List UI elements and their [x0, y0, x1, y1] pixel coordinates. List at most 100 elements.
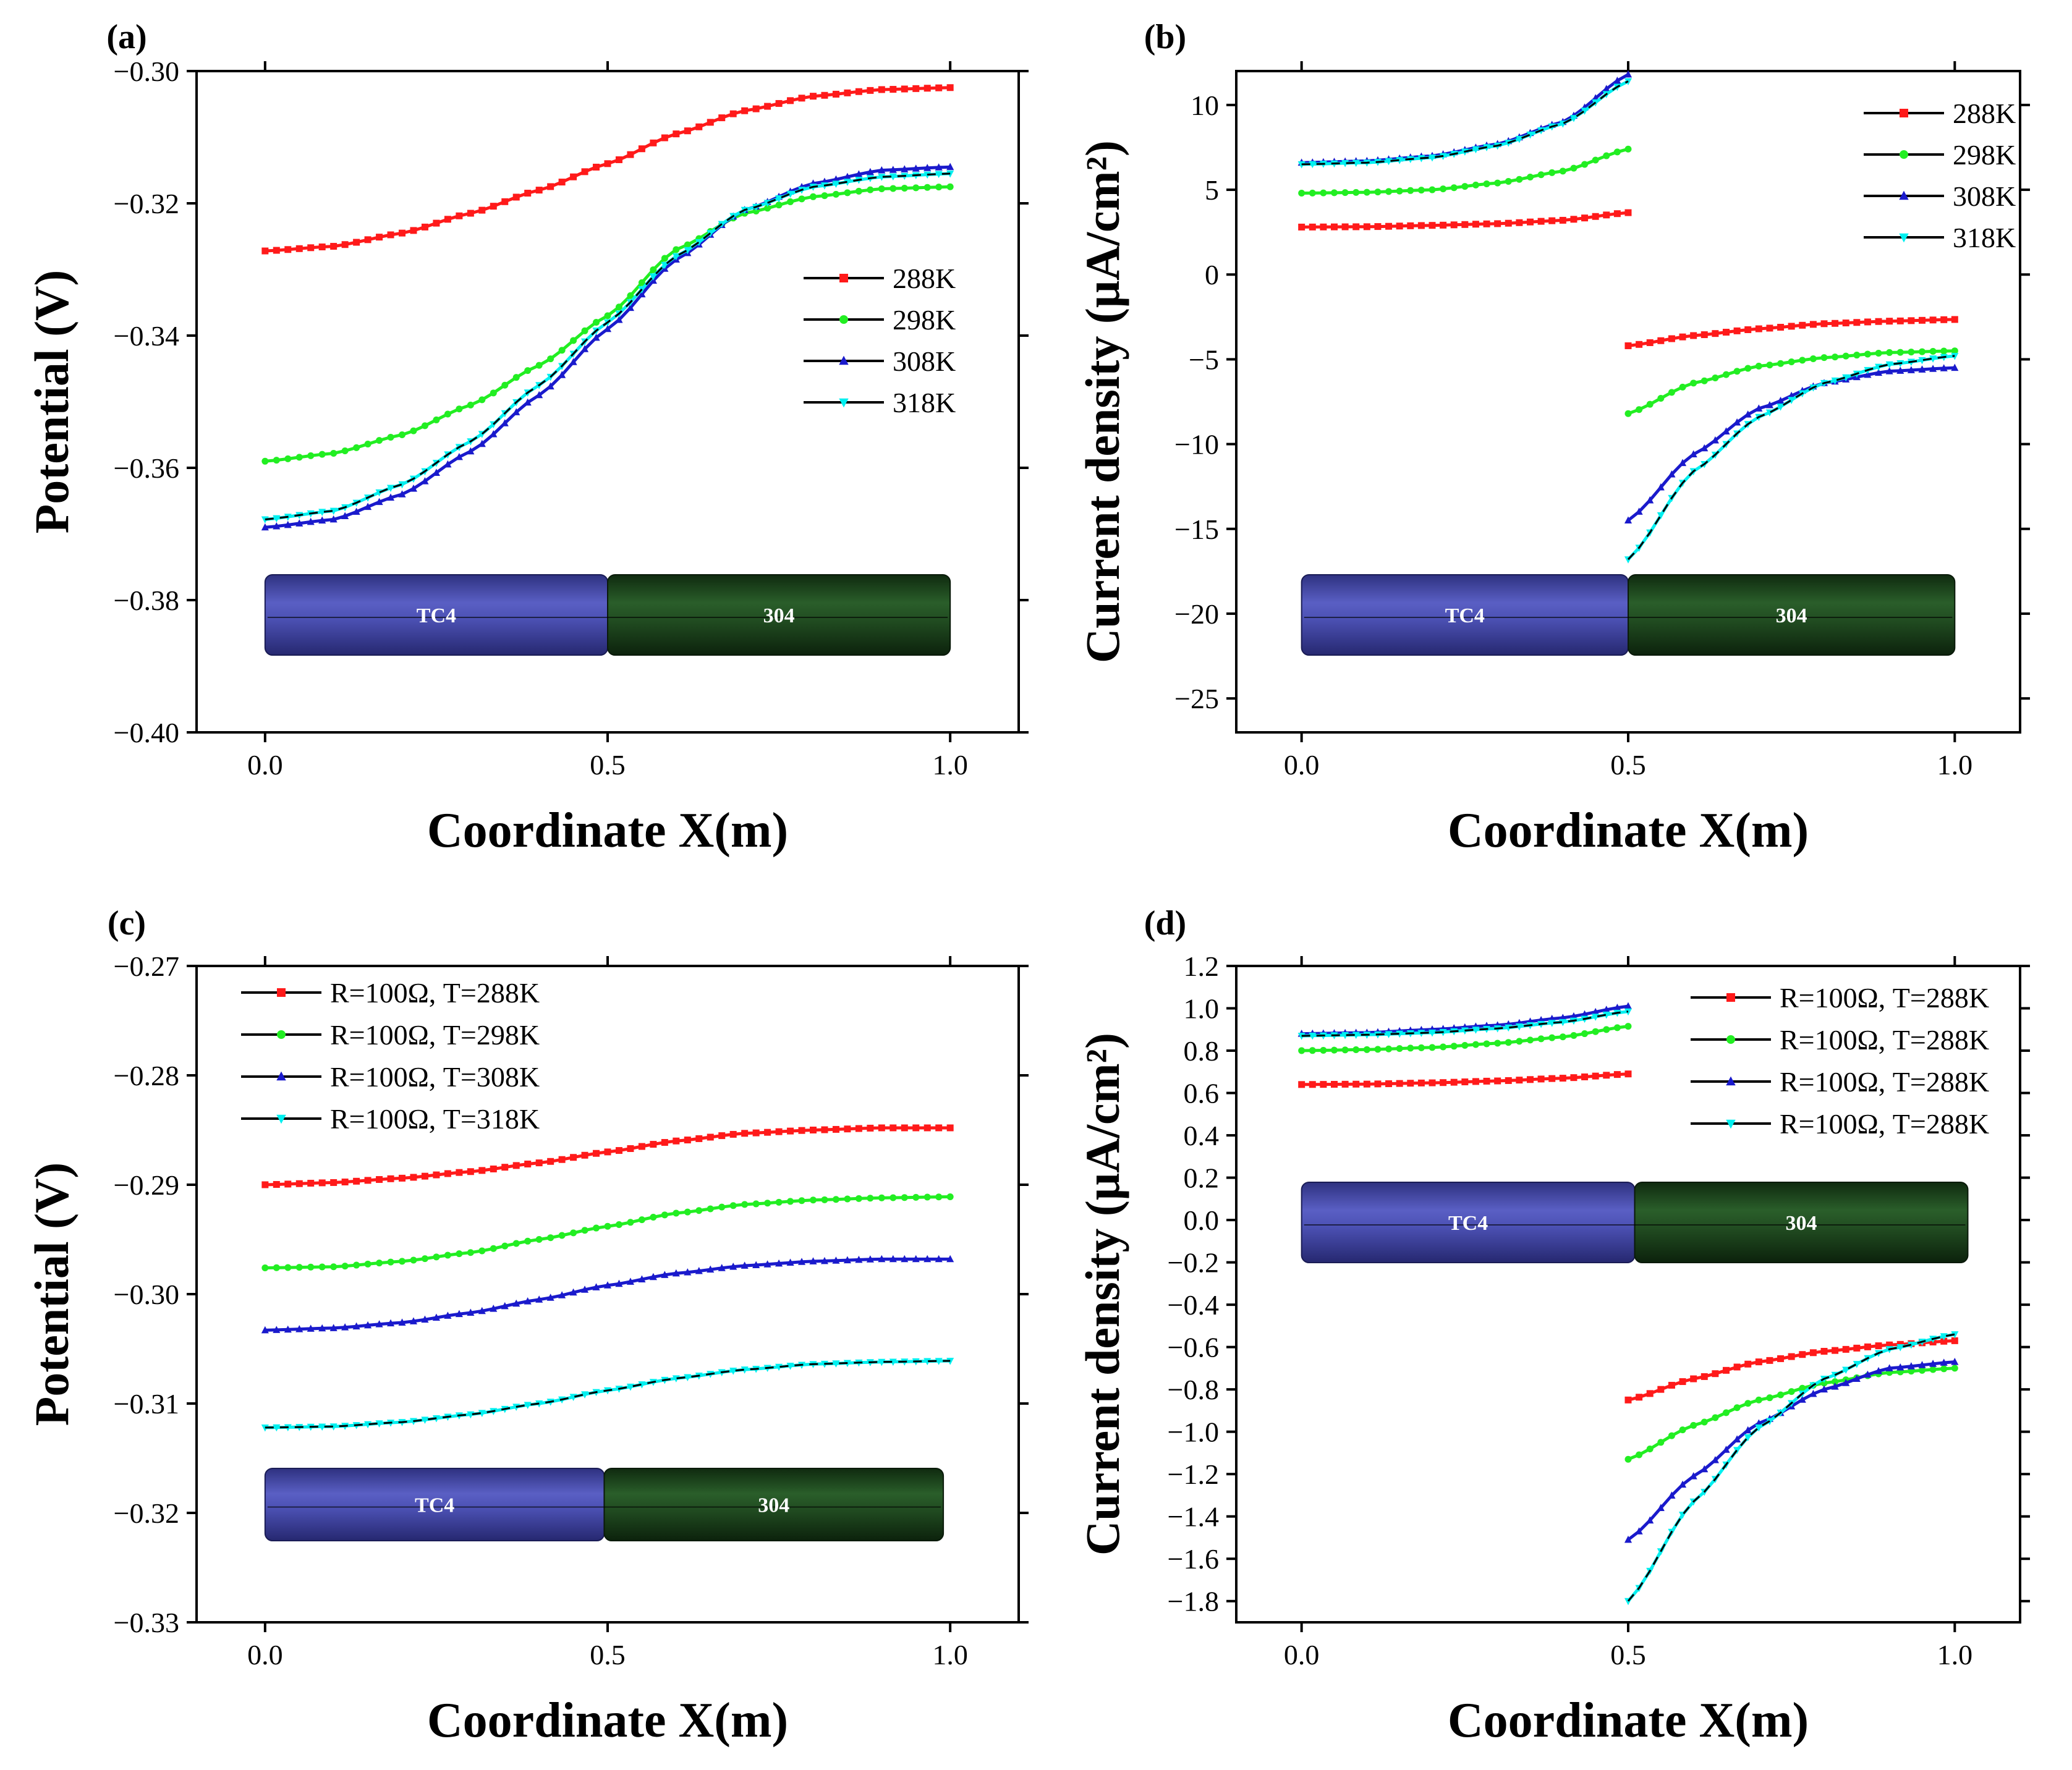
data-point — [318, 1423, 326, 1431]
data-point — [1636, 406, 1643, 413]
data-point — [1896, 366, 1904, 374]
data-point — [295, 245, 303, 252]
data-point — [775, 1259, 783, 1267]
data-point — [421, 477, 429, 485]
data-point — [1712, 1414, 1719, 1421]
data-point — [1765, 400, 1773, 409]
data-point — [592, 333, 600, 341]
x-axis-label: Coordinate X(m) — [1448, 803, 1809, 858]
legend-label: 318K — [893, 387, 956, 418]
data-point — [1417, 187, 1425, 194]
data-point — [1853, 1374, 1861, 1382]
data-point — [295, 519, 304, 527]
data-point — [261, 1326, 269, 1334]
data-point — [1374, 223, 1382, 231]
data-point — [1755, 404, 1763, 412]
data-point — [273, 522, 281, 530]
data-point — [832, 90, 839, 98]
data-point — [501, 381, 509, 389]
data-point — [890, 1194, 897, 1201]
data-point — [1483, 1040, 1490, 1048]
data-point — [1613, 1071, 1621, 1078]
data-point — [1548, 1020, 1556, 1027]
data-point — [1820, 320, 1828, 328]
data-point — [1440, 1043, 1447, 1051]
data-point — [923, 85, 931, 92]
x-tick-label: 1.0 — [1937, 749, 1973, 781]
data-point — [1603, 152, 1610, 159]
data-point — [535, 1236, 543, 1243]
data-point — [787, 1127, 794, 1135]
data-point — [1864, 350, 1871, 358]
data-point — [295, 1325, 304, 1332]
data-point — [375, 498, 383, 506]
data-point — [1875, 1342, 1882, 1350]
x-tick-label: 0.5 — [1610, 749, 1646, 781]
data-point — [1668, 1381, 1675, 1389]
data-point — [1352, 1031, 1360, 1040]
legend-label: 298K — [893, 304, 956, 336]
data-point — [1777, 324, 1785, 331]
data-point — [547, 355, 554, 363]
data-point — [1374, 1080, 1382, 1088]
data-point — [410, 227, 417, 234]
data-point — [1744, 1400, 1752, 1407]
data-point — [1951, 1331, 1959, 1339]
data-point — [1396, 222, 1403, 230]
data-point — [478, 396, 486, 404]
data-point — [376, 1176, 383, 1184]
data-point — [684, 1137, 691, 1144]
data-point — [1429, 186, 1436, 193]
data-point — [318, 509, 326, 516]
x-tick-label: 0.0 — [1284, 1639, 1320, 1670]
data-point — [421, 1416, 429, 1424]
data-point — [1744, 1360, 1752, 1368]
data-point — [1766, 1394, 1773, 1402]
data-point — [1613, 1003, 1621, 1011]
data-point — [707, 119, 714, 126]
data-point — [867, 87, 874, 94]
data-point — [376, 234, 383, 241]
rod-illustration: TC4 304 — [1301, 574, 1956, 656]
data-point — [797, 1258, 806, 1265]
data-point — [798, 1197, 805, 1205]
data-point — [901, 165, 909, 172]
data-point — [1864, 1343, 1871, 1350]
data-point — [1875, 350, 1882, 357]
data-point — [1940, 347, 1948, 355]
data-point — [627, 151, 634, 158]
legend-marker — [1726, 1119, 1736, 1129]
data-point — [1679, 333, 1686, 341]
y-tick-label: 5 — [1205, 174, 1219, 206]
data-point — [946, 183, 954, 190]
data-point — [946, 1255, 954, 1263]
y-tick-label: −5 — [1189, 344, 1219, 375]
data-point — [912, 184, 920, 192]
data-point — [1788, 358, 1795, 366]
panel-b: (b) 0.0 0.5 1.0 −25 −20 −15 −10 −5 0 5 10 Coordinate… — [1076, 18, 2030, 858]
data-point — [1635, 507, 1643, 515]
data-point — [1298, 223, 1306, 231]
data-point — [1809, 1389, 1817, 1397]
data-point — [1624, 145, 1632, 153]
data-point — [1733, 327, 1741, 334]
data-point — [923, 1358, 932, 1366]
legend-label: 288K — [893, 263, 956, 294]
data-point — [661, 261, 669, 269]
data-point — [1700, 1373, 1708, 1380]
data-point — [353, 1177, 360, 1185]
data-point — [946, 84, 954, 91]
data-point — [1570, 1074, 1577, 1082]
legend-marker — [277, 1030, 286, 1039]
data-point — [1581, 1030, 1589, 1038]
data-point — [935, 171, 943, 179]
data-point — [547, 1158, 554, 1165]
data-point — [673, 246, 680, 253]
y-tick-label: −0.27 — [114, 951, 179, 982]
data-point — [1918, 1361, 1926, 1368]
data-point — [1657, 395, 1665, 402]
data-point — [673, 1209, 680, 1217]
data-point — [1788, 323, 1795, 330]
data-point — [638, 145, 645, 153]
data-point — [1875, 1366, 1883, 1374]
